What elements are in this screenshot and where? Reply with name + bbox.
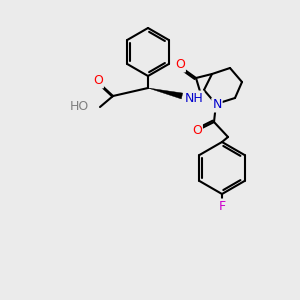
- Text: O: O: [175, 58, 185, 71]
- Polygon shape: [148, 88, 183, 99]
- Text: O: O: [192, 124, 202, 137]
- Text: F: F: [218, 200, 226, 212]
- Text: O: O: [93, 74, 103, 88]
- Text: N: N: [212, 98, 222, 112]
- Text: HO: HO: [70, 100, 89, 113]
- Text: NH: NH: [184, 92, 203, 104]
